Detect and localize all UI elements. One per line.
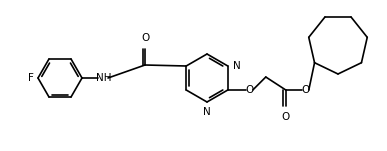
Text: N: N <box>233 61 241 71</box>
Text: O: O <box>141 33 149 43</box>
Text: O: O <box>282 112 290 122</box>
Text: O: O <box>246 85 254 95</box>
Text: O: O <box>301 85 310 95</box>
Text: NH: NH <box>96 73 112 83</box>
Text: N: N <box>203 107 211 117</box>
Text: F: F <box>28 73 34 83</box>
